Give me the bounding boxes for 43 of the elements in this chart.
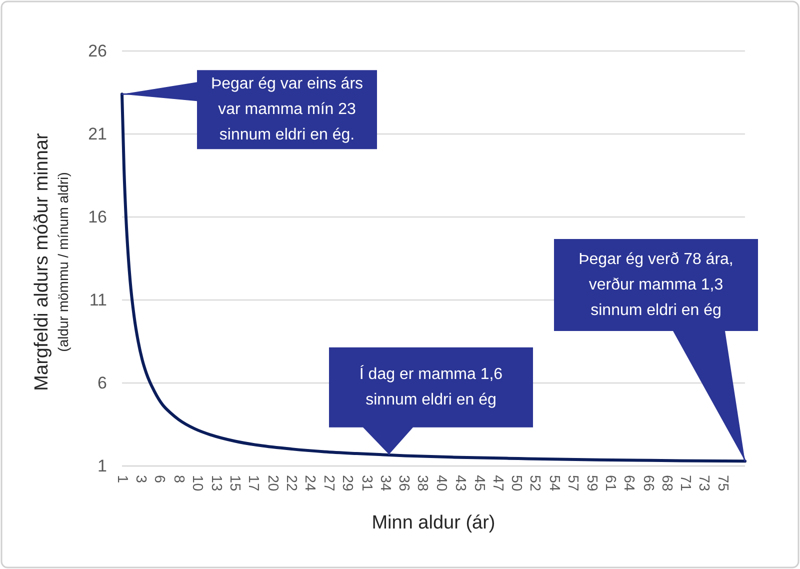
annotation: Þegar ég verð 78 ára, verður mamma 1,3 sinnum eldri en ég <box>578 251 734 320</box>
x-tick-label: 38 <box>414 475 430 492</box>
x-tick-label: 22 <box>283 475 300 492</box>
y-tick-label: 16 <box>88 208 107 226</box>
x-tick-label: 52 <box>526 475 543 492</box>
x-tick-label: 6 <box>151 475 168 484</box>
x-tick-label: 17 <box>245 475 262 492</box>
x-tick-label: 59 <box>583 475 600 492</box>
x-tick-label: 3 <box>132 475 149 484</box>
x-tick-label: 75 <box>714 475 730 492</box>
x-tick-label: 29 <box>338 475 355 492</box>
x-tick-label: 10 <box>189 475 206 492</box>
x-tick-label: 54 <box>546 475 562 492</box>
x-tick-label: 45 <box>470 475 487 492</box>
x-tick-label: 73 <box>696 475 712 492</box>
x-tick-label: 34 <box>376 475 393 492</box>
x-tick-label: 68 <box>658 475 675 492</box>
x-axis-title: Minn aldur (ár) <box>372 512 496 534</box>
x-tick-label: 31 <box>358 475 374 492</box>
x-tick-label: 47 <box>489 475 506 492</box>
x-tick-label: 50 <box>508 475 524 492</box>
x-tick-label: 24 <box>302 475 318 492</box>
x-tick-label: 57 <box>564 475 581 492</box>
x-tick-label: 36 <box>396 475 412 492</box>
x-tick-label: 20 <box>264 475 280 492</box>
x-tick-label: 61 <box>602 475 618 492</box>
x-tick-label: 40 <box>432 475 449 492</box>
annotation: Þegar ég var eins árs var mamma mín 23 sinnum eldri en ég. <box>210 76 364 144</box>
x-tick-label: 15 <box>226 475 242 492</box>
y-tick-label: 21 <box>88 124 107 144</box>
x-tick-label: 43 <box>452 475 468 492</box>
x-tick-label: 1 <box>114 475 130 484</box>
x-tick-label: 71 <box>677 475 694 492</box>
x-tick-label: 13 <box>208 475 224 492</box>
annotation: Í dag er mamma 1,6 sinnum eldri en ég <box>359 365 503 409</box>
y-tick-label: 6 <box>98 374 107 392</box>
x-tick-label: 8 <box>170 475 187 484</box>
y-axis-title: Margfeldi aldurs móður minnar (aldur mömmu / mínum aldri) <box>32 132 71 391</box>
x-tick-label: 27 <box>320 475 336 492</box>
y-tick-label: 26 <box>88 42 107 60</box>
y-tick-label: 11 <box>89 290 107 310</box>
x-tick-label: 66 <box>640 475 656 492</box>
x-tick-label: 64 <box>620 475 636 492</box>
